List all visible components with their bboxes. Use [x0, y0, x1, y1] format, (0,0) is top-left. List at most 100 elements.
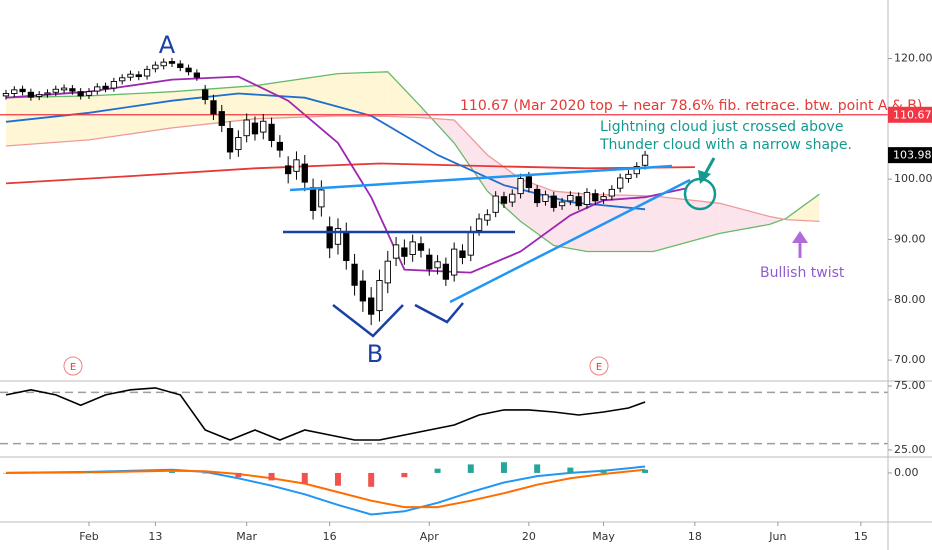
x-tick-label: 20 [522, 530, 536, 543]
candle-body [334, 228, 342, 245]
candle-body [36, 94, 43, 97]
candle-body [27, 91, 35, 98]
v-shape [414, 302, 464, 324]
x-tick-label: 13 [148, 530, 162, 543]
point-label: A [159, 31, 176, 59]
candle-body [417, 243, 425, 251]
candle-body [509, 193, 516, 203]
candle-body [285, 165, 292, 175]
candle-body [260, 120, 267, 133]
x-tick-label: 18 [688, 530, 702, 543]
annotation: Bullish twist [760, 265, 845, 281]
annotation: 110.67 (Mar 2020 top + near 78.6% fib. r… [460, 98, 922, 114]
earnings-label: E [70, 362, 76, 373]
candle-body [343, 231, 350, 262]
candle-body [152, 64, 159, 70]
candle-body [542, 194, 549, 202]
candle-body [210, 100, 217, 115]
candle-body [484, 214, 491, 221]
histogram-bar [2, 472, 9, 474]
candle-body [218, 111, 225, 126]
candle-body [268, 123, 275, 141]
cloud-span-a [5, 71, 820, 253]
y-tick-label: 25.00 [894, 443, 926, 456]
candle-body [467, 231, 474, 256]
cloud-fill [387, 71, 421, 118]
candle-body [492, 195, 499, 213]
cloud-fill [255, 73, 338, 119]
candle-body [608, 188, 616, 197]
histogram-bar [202, 472, 209, 474]
candle-body [143, 68, 151, 77]
candle-body [318, 189, 325, 208]
candle-body [177, 63, 184, 69]
candle-body [326, 226, 333, 249]
candle-body [442, 263, 450, 280]
earnings-marker [63, 356, 83, 376]
price-label: 110.67 [893, 108, 932, 121]
histogram-bar [268, 472, 275, 481]
y-tick-label: 75.00 [894, 379, 926, 392]
axis-layer: 70.00 80.00 90.00 100.00 120.00 110.67 103.98 F… [79, 52, 932, 543]
candle-body [226, 128, 234, 153]
y-tick-label: 70.00 [894, 353, 926, 366]
cloud-fill [6, 95, 89, 146]
histogram-bar [642, 469, 649, 473]
candle-body [351, 263, 358, 286]
candle-body [525, 176, 533, 189]
candle-body [426, 254, 433, 270]
price-label-box [888, 147, 932, 164]
candle-body [202, 89, 209, 100]
candle-body [85, 91, 93, 96]
y-tick-label: 120.00 [894, 52, 932, 65]
arrow-head [698, 170, 711, 184]
x-tick-label: Apr [420, 530, 440, 543]
arrow-head [792, 231, 808, 243]
candle-body [11, 89, 18, 94]
candle-body [475, 218, 483, 231]
y-tick-label: 100.00 [894, 172, 932, 185]
annotation: Lightning cloud just crossed above [600, 119, 843, 135]
candle-body [401, 247, 408, 257]
histogram-bar [434, 468, 441, 473]
candle-body [135, 74, 142, 78]
trendline [449, 178, 691, 304]
candle-body [567, 194, 574, 202]
candle-body [60, 87, 68, 91]
candle-body [276, 141, 284, 151]
candle-body [293, 159, 300, 172]
candle-body [592, 193, 599, 202]
candle-body [193, 72, 201, 78]
x-tick-label: Jun [768, 530, 786, 543]
candle-body [110, 80, 118, 89]
candle-body [94, 86, 101, 92]
earnings-label: E [596, 362, 602, 373]
trendline [289, 164, 673, 192]
x-tick-label: 16 [323, 530, 337, 543]
histogram-bar [467, 464, 474, 473]
candle-body [434, 261, 441, 269]
annotation: Thunder cloud with a narrow shape. [599, 137, 852, 153]
x-tick-label: May [592, 530, 615, 543]
candle-body [19, 88, 26, 93]
earnings-marker [589, 356, 609, 376]
candle-body [359, 280, 367, 302]
candle-body [52, 88, 59, 93]
point-label: B [367, 340, 383, 368]
histogram-bar [301, 472, 308, 484]
candle-body [44, 92, 51, 95]
x-tick-label: Mar [236, 530, 257, 543]
cloud-fill [338, 71, 388, 117]
candle-body [376, 280, 383, 312]
rsi-line [5, 387, 646, 441]
candle-body [641, 154, 649, 166]
candle-body [500, 196, 508, 204]
histogram-bar [500, 462, 507, 473]
candle-body [633, 166, 640, 175]
candle-body [384, 260, 391, 284]
histogram-bar [600, 469, 607, 473]
candle-body [251, 122, 259, 135]
candle-body [185, 67, 192, 73]
candle-body [575, 196, 582, 207]
